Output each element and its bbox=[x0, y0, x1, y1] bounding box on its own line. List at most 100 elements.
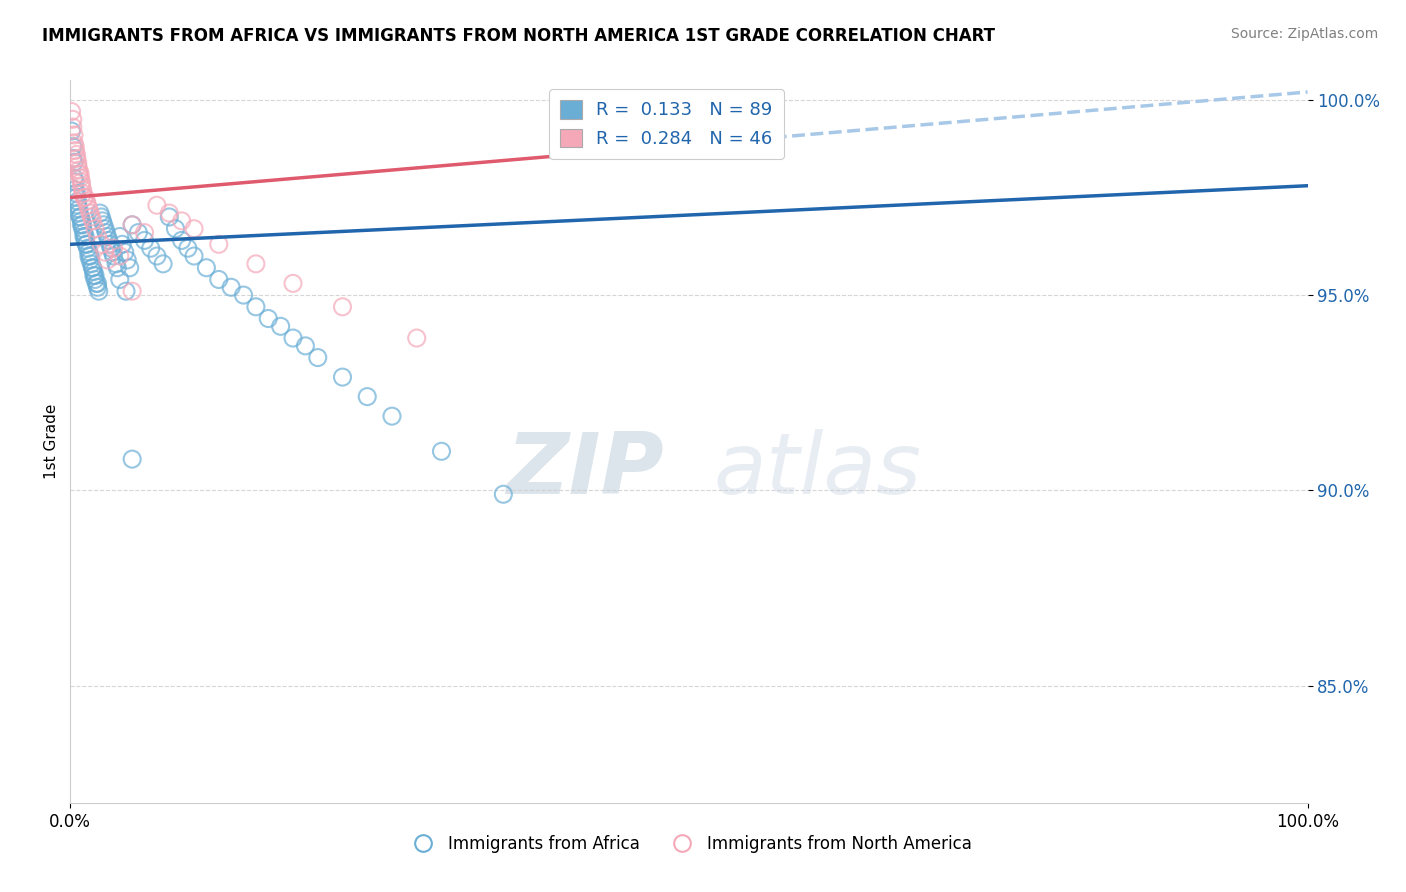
Point bbox=[84, 221, 107, 235]
Point bbox=[108, 249, 131, 263]
Point bbox=[208, 237, 231, 252]
Point bbox=[83, 265, 105, 279]
Text: Source: ZipAtlas.com: Source: ZipAtlas.com bbox=[1230, 27, 1378, 41]
Point bbox=[66, 198, 89, 212]
Point bbox=[100, 241, 122, 255]
Point bbox=[86, 277, 108, 291]
Point bbox=[170, 234, 193, 248]
Point bbox=[294, 339, 316, 353]
Point bbox=[67, 206, 90, 220]
Point bbox=[96, 229, 118, 244]
Point bbox=[98, 237, 121, 252]
Point bbox=[146, 198, 169, 212]
Y-axis label: 1st Grade: 1st Grade bbox=[44, 404, 59, 479]
Point bbox=[79, 252, 101, 267]
Point bbox=[82, 260, 104, 275]
Point bbox=[79, 206, 101, 220]
Point bbox=[90, 210, 112, 224]
Point bbox=[66, 159, 89, 173]
Point bbox=[70, 178, 93, 193]
Point bbox=[70, 214, 93, 228]
Point bbox=[332, 300, 354, 314]
Point bbox=[108, 272, 131, 286]
Point bbox=[94, 221, 117, 235]
Point bbox=[63, 170, 86, 185]
Point bbox=[281, 331, 304, 345]
Point bbox=[67, 202, 90, 216]
Point bbox=[103, 241, 125, 255]
Point bbox=[405, 331, 427, 345]
Point bbox=[72, 221, 94, 235]
Point bbox=[134, 234, 156, 248]
Point bbox=[67, 163, 90, 178]
Point bbox=[66, 194, 89, 209]
Point bbox=[183, 221, 205, 235]
Point bbox=[65, 144, 87, 158]
Point bbox=[65, 139, 87, 153]
Point bbox=[152, 257, 174, 271]
Point bbox=[82, 214, 104, 228]
Point bbox=[134, 226, 156, 240]
Text: IMMIGRANTS FROM AFRICA VS IMMIGRANTS FROM NORTH AMERICA 1ST GRADE CORRELATION CH: IMMIGRANTS FROM AFRICA VS IMMIGRANTS FRO… bbox=[42, 27, 995, 45]
Point bbox=[430, 444, 453, 458]
Point bbox=[75, 237, 97, 252]
Point bbox=[96, 226, 118, 240]
Point bbox=[105, 257, 128, 271]
Point bbox=[72, 218, 94, 232]
Point bbox=[492, 487, 515, 501]
Point bbox=[77, 245, 100, 260]
Point bbox=[69, 210, 91, 224]
Point bbox=[75, 229, 97, 244]
Point bbox=[70, 218, 93, 232]
Point bbox=[270, 319, 292, 334]
Point bbox=[60, 124, 83, 138]
Point bbox=[195, 260, 218, 275]
Point bbox=[83, 268, 105, 283]
Point bbox=[80, 210, 103, 224]
Point bbox=[121, 452, 143, 467]
Point bbox=[73, 190, 96, 204]
Point bbox=[381, 409, 404, 424]
Point bbox=[157, 210, 180, 224]
Point bbox=[165, 221, 187, 235]
Point bbox=[121, 218, 143, 232]
Point bbox=[183, 249, 205, 263]
Legend: Immigrants from Africa, Immigrants from North America: Immigrants from Africa, Immigrants from … bbox=[399, 828, 979, 860]
Text: atlas: atlas bbox=[714, 429, 922, 512]
Point bbox=[118, 260, 141, 275]
Point bbox=[245, 300, 267, 314]
Point bbox=[67, 167, 90, 181]
Point bbox=[245, 257, 267, 271]
Point bbox=[103, 249, 125, 263]
Point bbox=[115, 252, 138, 267]
Text: ZIP: ZIP bbox=[506, 429, 664, 512]
Point bbox=[139, 241, 162, 255]
Point bbox=[108, 229, 131, 244]
Point bbox=[91, 214, 114, 228]
Point bbox=[84, 272, 107, 286]
Point bbox=[66, 155, 89, 169]
Point bbox=[63, 155, 86, 169]
Point bbox=[62, 139, 84, 153]
Point bbox=[72, 183, 94, 197]
Point bbox=[157, 206, 180, 220]
Point bbox=[76, 198, 98, 212]
Point bbox=[219, 280, 242, 294]
Point bbox=[63, 128, 86, 142]
Point bbox=[76, 241, 98, 255]
Point bbox=[69, 170, 91, 185]
Point bbox=[208, 272, 231, 286]
Point bbox=[69, 210, 91, 224]
Point bbox=[257, 311, 280, 326]
Point bbox=[77, 202, 100, 216]
Point bbox=[65, 147, 87, 161]
Point bbox=[60, 104, 83, 119]
Point bbox=[69, 167, 91, 181]
Point bbox=[121, 218, 143, 232]
Point bbox=[62, 112, 84, 127]
Point bbox=[94, 245, 117, 260]
Point bbox=[86, 229, 108, 244]
Point bbox=[115, 284, 138, 298]
Point bbox=[90, 237, 112, 252]
Point bbox=[72, 186, 94, 201]
